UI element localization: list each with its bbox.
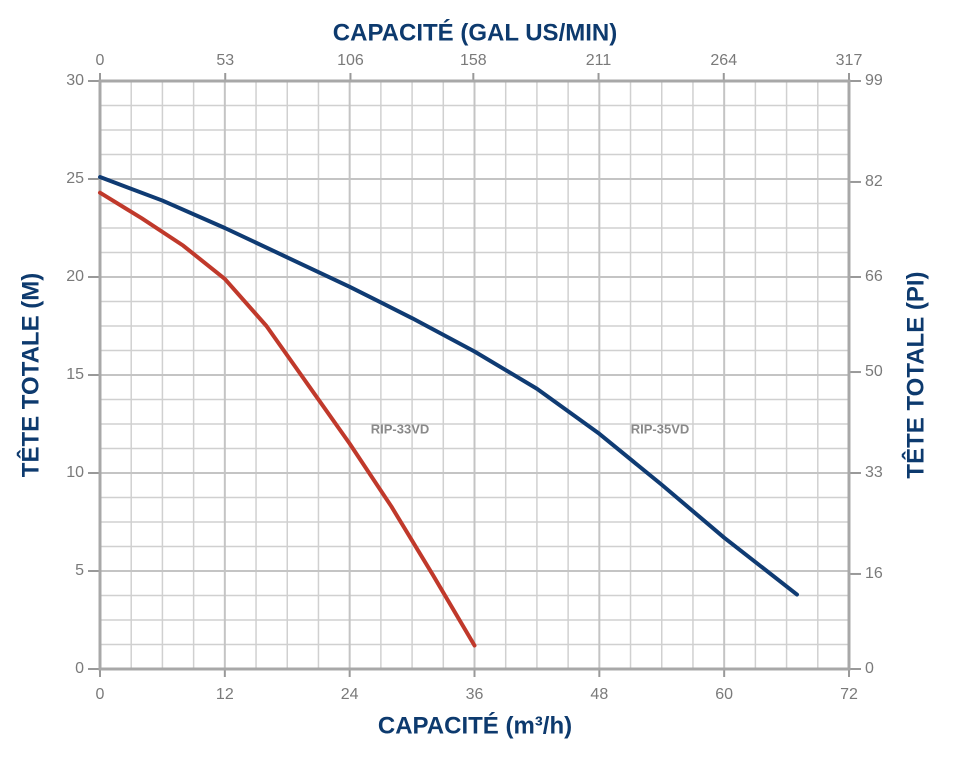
- y-tick-label: 5: [75, 562, 84, 579]
- x2-tick-label: 53: [216, 52, 234, 69]
- y-tick-label: 15: [66, 366, 84, 383]
- top-axis-title: CAPACITÉ (GAL US/MIN): [333, 18, 617, 46]
- y-tick-label: 10: [66, 464, 84, 481]
- y2-tick-label: 33: [865, 464, 883, 481]
- series-label: RIP-33VD: [371, 421, 430, 436]
- y2-tick-label: 16: [865, 565, 883, 582]
- x2-tick-label: 106: [337, 52, 364, 69]
- y2-tick-label: 82: [865, 173, 883, 190]
- x2-tick-label: 264: [710, 52, 737, 69]
- series-line: [98, 190, 477, 648]
- x-tick-label: 60: [715, 686, 733, 703]
- x-tick-label: 48: [590, 686, 608, 703]
- y2-axis-title: TÊTE TOTALE (PI): [901, 271, 929, 478]
- plot-frame: [98, 79, 851, 671]
- x-tick-label: 72: [840, 686, 858, 703]
- x2-tick-label: 158: [460, 52, 487, 69]
- x-tick-label: 0: [96, 686, 105, 703]
- x-tick-label: 24: [341, 686, 359, 703]
- y-tick-label: 0: [75, 660, 84, 677]
- series-label: RIP-35VD: [631, 421, 690, 436]
- y2-tick-label: 0: [865, 660, 874, 677]
- series-line: [98, 175, 799, 597]
- y-tick-label: 20: [66, 268, 84, 285]
- y-tick-label: 30: [66, 72, 84, 89]
- x2-tick-label: 211: [586, 52, 612, 69]
- y2-tick-label: 66: [865, 268, 883, 285]
- x-tick-label: 36: [466, 686, 484, 703]
- y-tick-label: 25: [66, 170, 84, 187]
- y2-tick-label: 99: [865, 72, 883, 89]
- y2-tick-label: 50: [865, 363, 883, 380]
- x2-tick-label: 0: [96, 52, 105, 69]
- x-tick-label: 12: [216, 686, 234, 703]
- x2-tick-label: 317: [836, 52, 863, 69]
- y-axis-title: TÊTE TOTALE (M): [16, 273, 44, 477]
- x-axis-title: CAPACITÉ (m³/h): [378, 711, 572, 739]
